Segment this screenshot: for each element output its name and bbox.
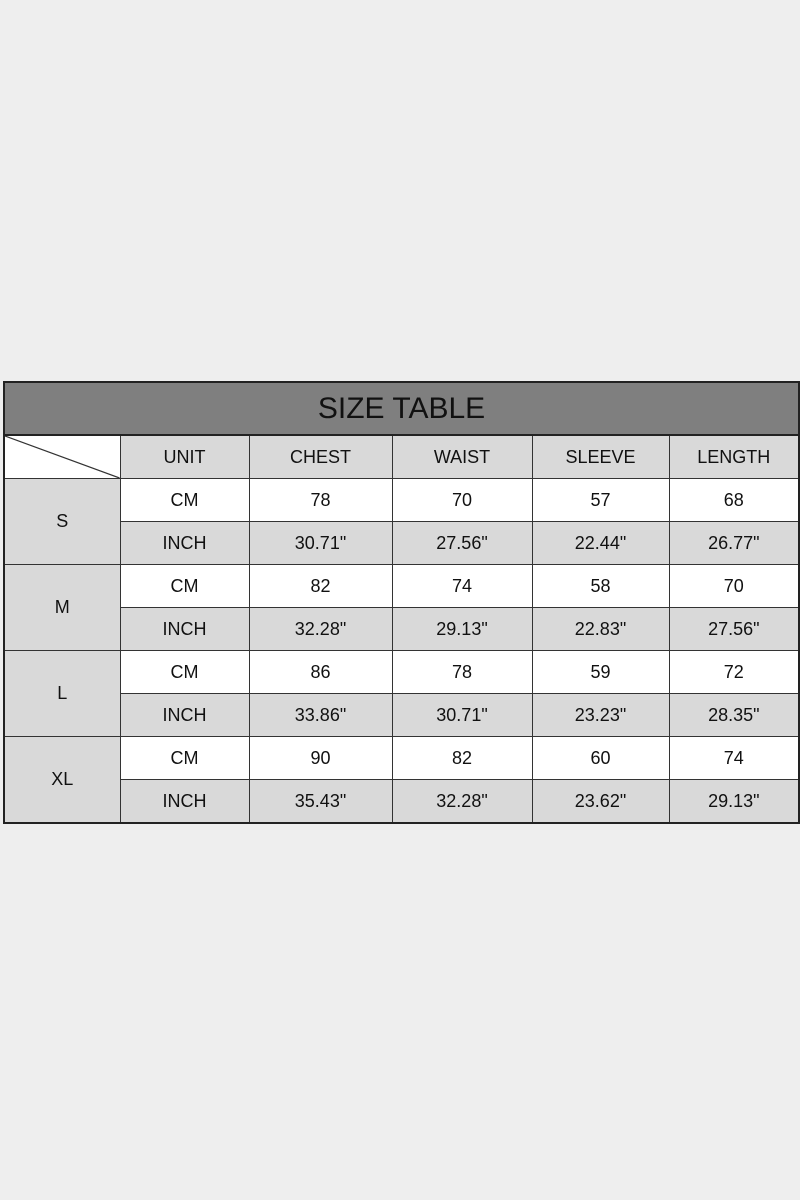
value-cell: 68	[668, 478, 800, 522]
header-row: UNIT CHEST WAIST SLEEVE LENGTH	[3, 434, 800, 479]
value-cell: 26.77"	[668, 521, 800, 565]
value-cell: 58	[531, 564, 670, 608]
unit-cell: CM	[119, 650, 250, 694]
unit-cell: CM	[119, 736, 250, 780]
table-row: INCH 30.71" 27.56" 22.44" 26.77"	[4, 521, 800, 565]
corner-cell	[3, 434, 121, 479]
table-row: L CM 86 78 59 72	[3, 650, 800, 737]
value-cell: 35.43"	[248, 779, 393, 824]
unit-cell: INCH	[119, 779, 250, 824]
value-cell: 74	[668, 736, 800, 780]
value-cell: 59	[531, 650, 670, 694]
value-cell: 33.86"	[248, 693, 393, 737]
unit-cell: INCH	[119, 693, 250, 737]
value-cell: 32.28"	[391, 779, 533, 824]
diagonal-line-icon	[5, 436, 120, 478]
value-cell: 22.44"	[531, 521, 670, 565]
size-label: XL	[3, 736, 121, 824]
table-row: S CM 78 70 57 68	[3, 478, 800, 565]
value-cell: 78	[248, 478, 393, 522]
value-cell: 32.28"	[248, 607, 393, 651]
value-cell: 27.56"	[668, 607, 800, 651]
unit-cell: INCH	[119, 607, 250, 651]
value-cell: 82	[248, 564, 393, 608]
value-cell: 90	[248, 736, 393, 780]
value-cell: 60	[531, 736, 670, 780]
value-cell: 82	[391, 736, 533, 780]
table-row: XL CM 90 82 60 74	[3, 736, 800, 824]
unit-cell: INCH	[119, 521, 250, 565]
value-cell: 74	[391, 564, 533, 608]
table-row: M CM 82 74 58 70	[3, 564, 800, 651]
value-cell: 30.71"	[248, 521, 393, 565]
value-cell: 29.13"	[668, 779, 800, 824]
table-row: INCH 32.28" 29.13" 22.83" 27.56"	[4, 607, 800, 651]
value-cell: 23.62"	[531, 779, 670, 824]
unit-cell: CM	[119, 564, 250, 608]
value-cell: 27.56"	[391, 521, 533, 565]
size-table: SIZE TABLE UNIT CHEST WAIST SLEEVE LENGT…	[2, 381, 800, 824]
table-title: SIZE TABLE	[2, 381, 800, 436]
header-waist: WAIST	[391, 434, 533, 479]
header-length: LENGTH	[668, 434, 800, 479]
title-row: SIZE TABLE	[2, 381, 800, 436]
value-cell: 70	[668, 564, 800, 608]
value-cell: 78	[391, 650, 533, 694]
table-row: INCH 35.43" 32.28" 23.62" 29.13"	[4, 779, 800, 824]
value-cell: 30.71"	[391, 693, 533, 737]
unit-cell: CM	[119, 478, 250, 522]
size-label: S	[3, 478, 121, 565]
value-cell: 22.83"	[531, 607, 670, 651]
value-cell: 86	[248, 650, 393, 694]
size-label: L	[3, 650, 121, 737]
value-cell: 29.13"	[391, 607, 533, 651]
header-chest: CHEST	[248, 434, 393, 479]
value-cell: 70	[391, 478, 533, 522]
value-cell: 23.23"	[531, 693, 670, 737]
value-cell: 72	[668, 650, 800, 694]
value-cell: 28.35"	[668, 693, 800, 737]
size-label: M	[3, 564, 121, 651]
header-sleeve: SLEEVE	[531, 434, 670, 479]
header-unit: UNIT	[119, 434, 250, 479]
table-row: INCH 33.86" 30.71" 23.23" 28.35"	[4, 693, 800, 737]
value-cell: 57	[531, 478, 670, 522]
